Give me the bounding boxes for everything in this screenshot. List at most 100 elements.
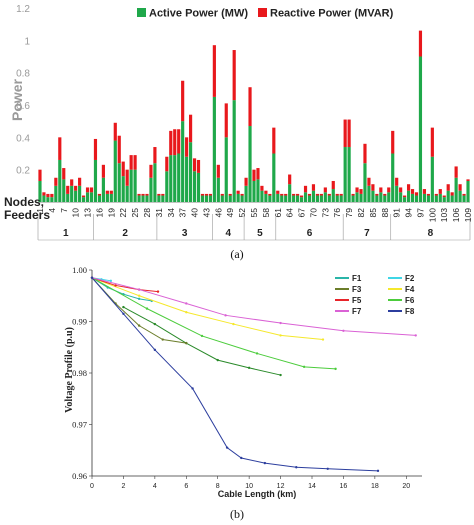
node-tick-label: 85 [368, 208, 378, 218]
series-point [216, 358, 219, 362]
feeder-label: 3 [182, 228, 188, 239]
bar-reactive-power [327, 193, 331, 196]
bar-active-power [446, 190, 450, 202]
bar-reactive-power [216, 164, 220, 178]
bar-reactive-power [153, 147, 157, 164]
bar-active-power [181, 121, 185, 202]
bar-active-power [200, 195, 205, 202]
bar-reactive-power [256, 168, 260, 180]
bar-active-power [185, 156, 189, 202]
node-tick-label: 82 [356, 208, 366, 218]
chart-b-xlabel: Cable Length (km) [218, 489, 297, 499]
bar-active-power [97, 195, 102, 202]
bar-reactive-power [196, 159, 201, 173]
bar-reactive-power [145, 193, 149, 196]
series-point [150, 299, 153, 303]
y-tick-label: 0.4 [16, 133, 30, 144]
node-tick-label: 28 [142, 208, 152, 218]
bar-active-power [117, 163, 121, 202]
bar-reactive-power [228, 193, 232, 196]
chart-a-legend: Active Power (MW) Reactive Power (MVAR) [137, 8, 394, 20]
bar-reactive-power [54, 177, 58, 186]
x-tick-label: 2 [121, 483, 125, 490]
node-tick-label: 49 [225, 208, 235, 218]
bar-active-power [105, 193, 109, 202]
bar-reactive-power [323, 187, 327, 193]
series-point [137, 324, 141, 327]
series-point [145, 307, 149, 310]
bar-active-power [347, 147, 351, 202]
chart-a-node-ticks: 1 4 7 10 13 16 19 22 25 28 31 34 37 40 43 46 49 52 55 58 61 6… [35, 202, 473, 222]
bar-reactive-power [442, 195, 446, 198]
bar-active-power [133, 169, 137, 202]
bar-reactive-power [192, 158, 197, 172]
series-point [295, 466, 298, 469]
bar-reactive-power [173, 129, 177, 156]
bar-reactive-power [185, 137, 189, 157]
series-point [106, 286, 109, 289]
bar-reactive-power [200, 193, 205, 196]
bar-active-power [438, 193, 442, 202]
bar-reactive-power [244, 177, 248, 186]
bar-active-power [276, 193, 280, 202]
node-tick-label: 88 [380, 208, 390, 218]
bar-reactive-power [315, 193, 319, 196]
series-point [255, 352, 259, 355]
bar-reactive-power [422, 189, 427, 194]
bar-active-power [137, 195, 141, 202]
bar-reactive-power [268, 193, 272, 196]
bar-reactive-power [97, 193, 102, 196]
bar-reactive-power [161, 193, 165, 196]
series-point [185, 302, 188, 305]
bar-active-power [101, 177, 105, 202]
bar-active-power [54, 185, 58, 202]
bar-reactive-power [331, 180, 335, 190]
series-line-f1 [91, 277, 152, 302]
feeder-label: 1 [63, 228, 69, 239]
series-line-f6 [91, 277, 336, 370]
bar-active-power [121, 176, 125, 202]
bar-reactive-power [280, 193, 284, 196]
bar-reactive-power [414, 192, 419, 196]
series-point [114, 302, 117, 305]
series-point [321, 338, 325, 341]
node-tick-label: 10 [71, 208, 81, 218]
bar-active-power [153, 163, 157, 202]
series-point [153, 348, 157, 352]
bar-reactive-power [276, 190, 280, 194]
series-line-f3 [91, 277, 187, 344]
bar-active-power [268, 195, 272, 202]
bar-active-power [280, 195, 284, 202]
bar-reactive-power [189, 114, 193, 143]
node-tick-label: 61 [273, 208, 283, 218]
bar-active-power [224, 137, 228, 202]
bar-active-power [454, 177, 458, 202]
bar-active-power [264, 193, 268, 202]
bar-active-power [272, 153, 276, 202]
bar-reactive-power [85, 187, 90, 193]
bar-active-power [74, 190, 78, 202]
bar-active-power [129, 169, 133, 202]
chart-b-series [90, 276, 417, 473]
series-line-f7 [91, 277, 416, 336]
series-point [137, 288, 141, 291]
bar-active-power [292, 195, 296, 202]
bar-reactive-power [339, 193, 343, 196]
node-tick-label: 4 [47, 208, 57, 213]
node-tick-label: 46 [213, 208, 223, 218]
bar-reactive-power [236, 190, 240, 194]
bar-active-power [149, 177, 153, 202]
series-point [90, 276, 94, 279]
node-tick-label: 73 [320, 208, 330, 218]
node-tick-label: 16 [94, 208, 104, 218]
bar-active-power [42, 195, 46, 202]
bar-reactive-power [343, 119, 347, 148]
bar-active-power [327, 195, 331, 202]
x-tick-label: 14 [308, 483, 316, 490]
bar-active-power [323, 192, 327, 202]
bar-active-power [399, 192, 403, 202]
bar-active-power [125, 185, 129, 202]
bar-reactive-power [101, 164, 105, 178]
bar-active-power [89, 192, 94, 202]
bar-reactive-power [224, 103, 228, 138]
